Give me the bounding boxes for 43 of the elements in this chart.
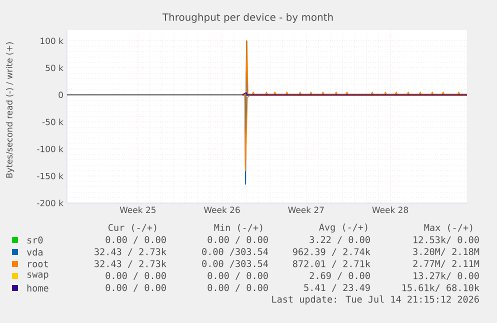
text: 12.53k/ 0.00	[414, 236, 479, 244]
y-axis-title: Bytes/second read (-) / write (+)	[6, 42, 14, 178]
legend-label: home	[27, 284, 48, 292]
text: 0.00 / 0.00	[208, 284, 268, 292]
text: 32.43 / 2.73k	[94, 260, 166, 268]
text: 0.00 / 0.00	[106, 236, 166, 244]
text: 0.00 /303.54	[202, 248, 268, 256]
y-tick-label: -150 k	[37, 172, 64, 180]
text: 2.69 / 0.00	[310, 272, 370, 280]
text: Min (-/+)	[214, 224, 262, 232]
x-tick-label: Week 27	[288, 206, 324, 214]
text: 3.20M/ 2.18M	[413, 248, 480, 256]
text: Max (-/+)	[424, 224, 472, 232]
legend-label: vda	[26, 248, 42, 256]
text: Avg (-/+)	[319, 223, 368, 233]
chart-title: Throughput per device - by month	[162, 13, 333, 23]
text: 0.00 /303.54	[202, 260, 268, 268]
legend-label: root	[28, 260, 48, 268]
y-tick-label: -50 k	[42, 118, 64, 126]
text: 0.00 / 0.00	[106, 284, 166, 292]
x-tick-label: Week 25	[120, 206, 156, 214]
text: 0.00 / 0.00	[208, 272, 268, 280]
text: 32.43 / 2.73k	[94, 248, 166, 256]
y-tick-label: 100 k	[40, 38, 64, 44]
y-tick-label: -200 k	[37, 200, 64, 206]
text: Cur (-/+)	[108, 224, 156, 232]
text: 872.01 / 2.71k	[292, 260, 370, 268]
y-tick-label: -100 k	[37, 146, 64, 152]
y-tick-label: 0	[58, 92, 63, 98]
text: 0.00 / 0.00	[106, 272, 166, 280]
y-tick-label: 50 k	[46, 64, 64, 72]
text: Last update: Tue Jul 14 21:15:12 2026	[272, 295, 479, 305]
text: 962.39 / 2.74k	[292, 248, 370, 256]
text: 5.41 / 23.49	[304, 284, 370, 292]
text: 13.27k/ 0.00	[414, 272, 479, 280]
text: 15.61k/ 68.10k	[402, 284, 480, 292]
text: 0.00 / 0.00	[208, 236, 268, 244]
x-tick-label: Week 28	[372, 206, 408, 214]
text: 2.77M/ 2.11M	[413, 260, 480, 268]
legend-label: sr0	[27, 236, 43, 244]
legend-label: swap	[27, 272, 48, 280]
x-tick-label: Week 26	[204, 206, 240, 214]
text: 3.22 / 0.00	[310, 236, 370, 244]
